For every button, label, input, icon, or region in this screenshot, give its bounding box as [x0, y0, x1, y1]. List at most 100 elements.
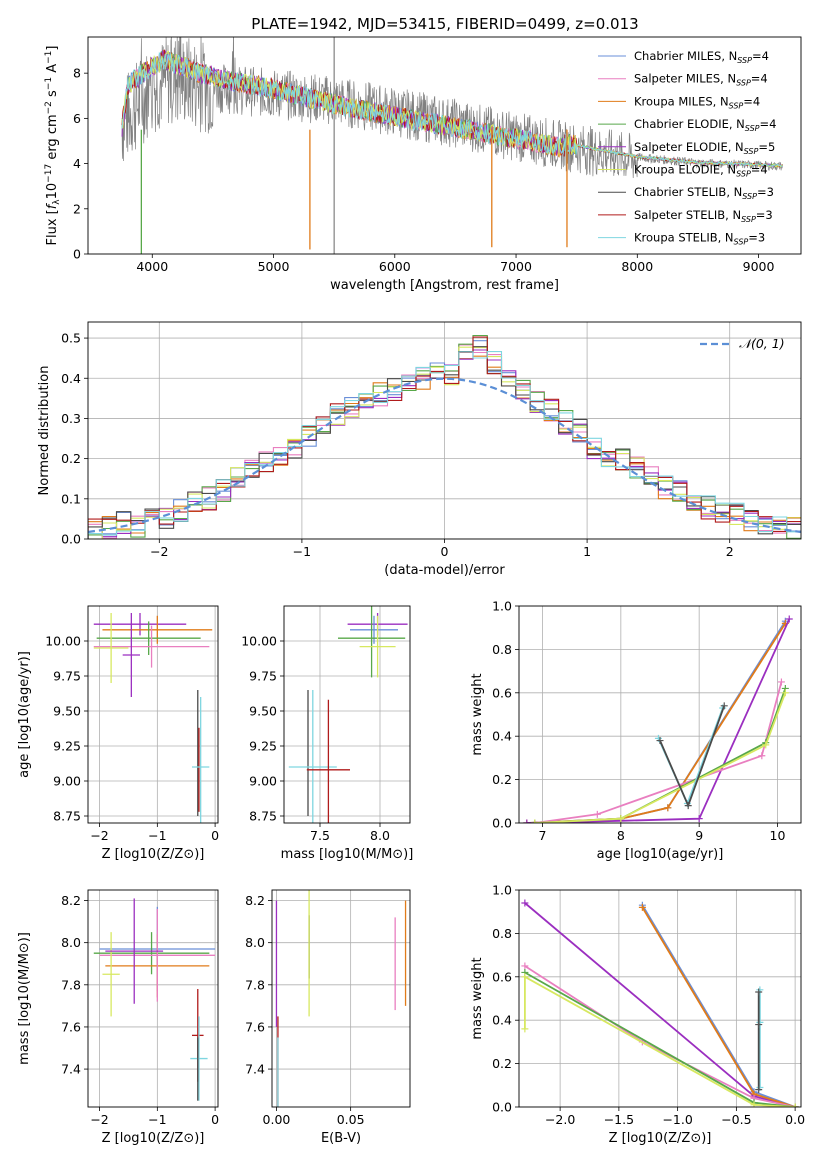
- data-point-marker: [638, 903, 646, 911]
- x-tick-label: 7000: [500, 259, 532, 274]
- x-tick-label: −1: [148, 1112, 166, 1127]
- legend-label: Kroupa MILES, NSSP=4: [634, 94, 760, 110]
- panel-weight_vs_age: 7 8 9 10 0.0 0.2 0.4 0.6 0.8 1.0 age [log10(age/yr…: [470, 599, 802, 862]
- x-axis-label: E(B-V): [321, 1131, 361, 1146]
- legend-label-tail: =4: [760, 117, 777, 131]
- x-axis-label: (data-model)/error: [384, 563, 505, 578]
- data-point-marker: [720, 702, 728, 710]
- x-tick-label: 8000: [621, 259, 653, 274]
- x-tick-label: 4000: [136, 259, 168, 274]
- weight-series-line: [534, 681, 783, 823]
- y-axis-label-part: −2: [44, 101, 54, 114]
- x-tick-label: 9000: [743, 259, 775, 274]
- y-tick-label: 8.75: [53, 809, 81, 824]
- legend-label-tail: =4: [751, 72, 768, 86]
- y-tick-label: 9.50: [53, 704, 81, 719]
- data-point-marker: [531, 819, 539, 823]
- model-spectrum-line: [121, 51, 783, 168]
- y-tick-label: 0.4: [492, 729, 512, 744]
- y-axis-label: mass [log10(M/M⊙)]: [17, 932, 32, 1065]
- data-point-marker: [750, 1101, 758, 1107]
- x-tick-label: 5000: [258, 259, 290, 274]
- legend-label-main: Kroupa STELIB, N: [634, 231, 734, 245]
- y-tick-label: 8.75: [249, 809, 277, 824]
- y-tick-label: 8: [73, 66, 81, 81]
- y-tick-label: 8.0: [61, 935, 81, 950]
- y-tick-label: 7.8: [245, 977, 265, 992]
- panel-age_vs_Z: −2 −1 0 8.75 9.00 9.25 9.50 9.75 10.00 Z [log10(Z…: [17, 605, 219, 862]
- legend-label-sub: SSP: [729, 101, 744, 110]
- x-tick-label: −1.0: [662, 1112, 692, 1127]
- data-point-marker: [521, 973, 529, 981]
- x-tick-label: 8: [617, 828, 625, 843]
- x-tick-label: −2: [90, 828, 108, 843]
- data-point-marker: [664, 804, 672, 812]
- legend-label-tail: =5: [758, 140, 775, 154]
- plot-area: [88, 890, 218, 1107]
- axes-frame: [87, 889, 219, 1108]
- panel-spectrum: 4000 5000 6000 7000 8000 9000 0 2 4 6 8 wavelength …: [44, 36, 802, 293]
- legend-label-sub: SSP: [734, 238, 749, 247]
- y-tick-label: 8.0: [245, 935, 265, 950]
- legend-label-main: Kroupa MILES, N: [634, 94, 729, 108]
- x-axis-label: Z [log10(Z/Z⊙)]: [609, 1131, 712, 1146]
- data-point-marker: [758, 752, 766, 760]
- data-point-marker: [617, 815, 625, 823]
- y-tick-label: 7.6: [245, 1019, 265, 1034]
- axes-frame: [87, 605, 219, 824]
- legend-label-main: Chabrier STELIB, N: [634, 185, 742, 199]
- y-axis-label: mass weight: [470, 673, 485, 755]
- plot-area: [88, 606, 218, 823]
- legend-label: Salpeter MILES, NSSP=4: [634, 72, 768, 88]
- y-tick-label: 7.8: [61, 977, 81, 992]
- y-tick-label: 0.6: [492, 685, 512, 700]
- data-point-marker: [755, 1021, 763, 1029]
- y-tick-label: 9.25: [53, 739, 81, 754]
- x-tick-label: 8.0: [370, 828, 390, 843]
- y-axis-label-part: −17: [44, 164, 54, 183]
- data-point-marker: [521, 899, 529, 907]
- legend-label-main: Chabrier MILES, N: [634, 49, 737, 63]
- y-axis-label: Normed distribution: [37, 366, 52, 496]
- data-point-marker: [791, 1103, 799, 1107]
- panel-mass_vs_ebv: 0.00 0.05 7.4 7.6 7.8 8.0 8.2 E(B-V): [245, 889, 411, 1146]
- data-point-marker: [755, 1086, 763, 1094]
- data-point-marker: [777, 678, 785, 686]
- x-tick-label: 0: [441, 544, 449, 559]
- x-tick-label: 6000: [379, 259, 411, 274]
- legend-label-tail: =4: [751, 163, 768, 177]
- y-axis-label: age [log10(age/yr)]: [17, 651, 32, 778]
- panel-mass_vs_Z: −2 −1 0 7.4 7.6 7.8 8.0 8.2 Z [log10(Z/Z⊙)] mass …: [17, 889, 219, 1146]
- y-axis-label-part: λ: [52, 199, 62, 205]
- y-axis-label-part: Flux [: [45, 209, 60, 245]
- panel-weight_vs_Z: −2.0 −1.5 −1.0 −0.5 0.0 0.0 0.2 0.4 0.6 0.8 1.0 Z […: [470, 883, 805, 1147]
- plot-area: [519, 606, 801, 823]
- data-point-marker: [762, 741, 770, 749]
- legend-label-sub: SSP: [744, 147, 759, 156]
- y-tick-label: 9.75: [249, 669, 277, 684]
- data-point-marker: [785, 615, 793, 623]
- y-tick-label: 6: [73, 111, 81, 126]
- x-tick-label: −0.5: [721, 1112, 751, 1127]
- y-tick-label: 0.0: [492, 1100, 512, 1115]
- legend-label-tail: =3: [748, 231, 765, 245]
- legend-label-sub: SSP: [741, 215, 756, 224]
- y-tick-label: 0.3: [61, 411, 81, 426]
- axes-frame: [87, 321, 802, 540]
- y-tick-label: 7.6: [61, 1019, 81, 1034]
- data-point-marker: [695, 815, 703, 823]
- y-tick-label: 0: [73, 247, 81, 262]
- y-axis-label-part: s: [45, 90, 60, 101]
- y-tick-label: 9.00: [249, 774, 277, 789]
- weight-series-line: [534, 688, 787, 823]
- x-tick-label: 7.5: [310, 828, 330, 843]
- y-tick-label: 1.0: [492, 599, 512, 614]
- legend-label: 𝒩(0, 1): [739, 336, 785, 351]
- data-point-marker: [781, 689, 789, 697]
- legend-label: Chabrier MILES, NSSP=4: [634, 49, 769, 65]
- x-tick-label: 10: [770, 828, 786, 843]
- data-point-marker: [593, 810, 601, 818]
- y-tick-label: 7.4: [245, 1062, 265, 1077]
- weight-series-line: [524, 965, 796, 1107]
- legend-label-sub: SSP: [742, 192, 757, 201]
